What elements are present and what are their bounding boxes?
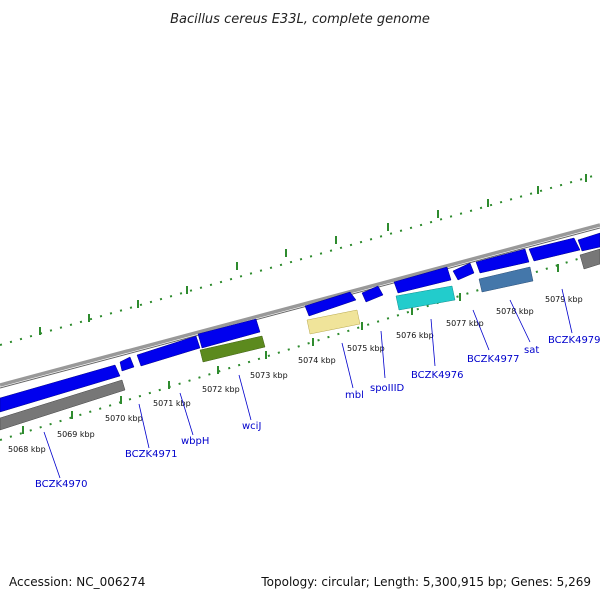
topology-text: Topology: circular; Length: 5,300,915 bp…: [260, 575, 591, 589]
ruler-label: 5077 kbp: [446, 319, 484, 328]
gene-label[interactable]: BCZK4970: [35, 479, 88, 490]
gene-feature[interactable]: [136, 335, 201, 367]
gene-feature[interactable]: [0, 379, 126, 431]
ruler-labels: 5068 kbp 5069 kbp 5070 kbp 5071 kbp 5072…: [8, 295, 583, 454]
gene-labels: BCZK4970 BCZK4971 wbpH wciJ mbl spoIIID …: [35, 335, 600, 490]
gene-feature[interactable]: [475, 248, 530, 274]
ruler-label: 5070 kbp: [105, 414, 143, 423]
gene-feature[interactable]: [304, 291, 357, 317]
gene-feature[interactable]: [577, 232, 600, 252]
gene-feature[interactable]: [393, 266, 452, 294]
ruler-label: 5078 kbp: [496, 307, 534, 316]
gene-label[interactable]: BCZK4976: [411, 370, 464, 381]
gene-feature[interactable]: [478, 266, 534, 293]
gene-feature[interactable]: [197, 318, 261, 349]
backbone-line-shadow: [0, 227, 600, 389]
outer-ruler-ticks: [39, 174, 587, 335]
gene-feature[interactable]: [452, 262, 475, 281]
gene-feature[interactable]: [528, 237, 581, 262]
gene-label[interactable]: sat: [524, 345, 539, 356]
gene-feature[interactable]: [119, 356, 135, 372]
ruler-label: 5072 kbp: [202, 385, 240, 394]
gene-label[interactable]: BCZK4979: [548, 335, 600, 346]
gene-label[interactable]: spoIIID: [370, 383, 405, 394]
gene-label[interactable]: wbpH: [181, 436, 209, 447]
ruler-label: 5071 kbp: [153, 399, 191, 408]
ruler-label: 5073 kbp: [250, 371, 288, 380]
gene-feature[interactable]: [306, 309, 361, 335]
ruler-label: 5068 kbp: [8, 445, 46, 454]
inner-tick-ring: [0, 251, 600, 441]
gene-feature[interactable]: [199, 335, 266, 363]
gene-label[interactable]: BCZK4971: [125, 449, 178, 460]
gene-feature[interactable]: [579, 248, 600, 270]
gene-label[interactable]: wciJ: [242, 421, 261, 432]
forward-cds-track: [0, 232, 600, 413]
map-title: Bacillus cereus E33L, complete genome: [170, 12, 430, 27]
accession-text: Accession: NC_006274: [9, 575, 145, 589]
ruler-label: 5075 kbp: [347, 344, 385, 353]
backbone-line: [0, 223, 600, 387]
ruler-label: 5079 kbp: [545, 295, 583, 304]
gray-feature-track: [0, 248, 600, 431]
gene-feature[interactable]: [395, 285, 456, 311]
gene-feature[interactable]: [0, 364, 121, 413]
gene-label[interactable]: mbl: [345, 390, 364, 401]
gene-label[interactable]: BCZK4977: [467, 354, 520, 365]
ruler-label: 5074 kbp: [298, 356, 336, 365]
gene-feature[interactable]: [361, 285, 384, 303]
ruler-label: 5069 kbp: [57, 430, 95, 439]
ruler-label: 5076 kbp: [396, 331, 434, 340]
leader-lines: [43, 288, 573, 479]
